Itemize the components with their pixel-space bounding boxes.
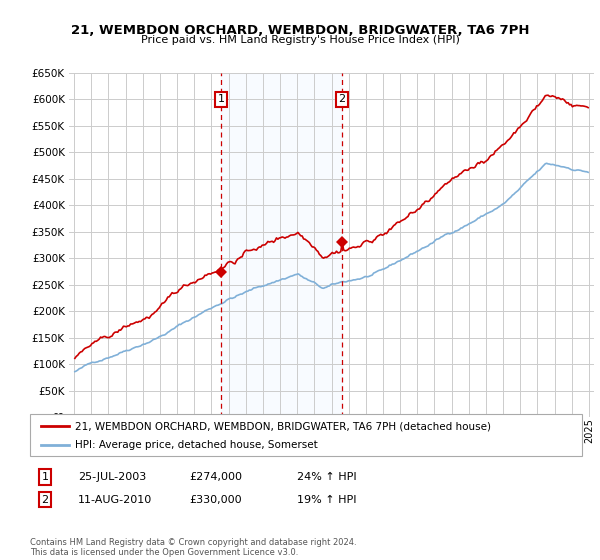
Text: 24% ↑ HPI: 24% ↑ HPI [297,472,356,482]
Text: 19% ↑ HPI: 19% ↑ HPI [297,494,356,505]
Text: HPI: Average price, detached house, Somerset: HPI: Average price, detached house, Some… [75,440,318,450]
Text: 25-JUL-2003: 25-JUL-2003 [78,472,146,482]
Text: 1: 1 [41,472,49,482]
Text: £274,000: £274,000 [189,472,242,482]
Text: £330,000: £330,000 [189,494,242,505]
Text: Contains HM Land Registry data © Crown copyright and database right 2024.
This d: Contains HM Land Registry data © Crown c… [30,538,356,557]
Text: 21, WEMBDON ORCHARD, WEMBDON, BRIDGWATER, TA6 7PH (detached house): 21, WEMBDON ORCHARD, WEMBDON, BRIDGWATER… [75,421,491,431]
Text: 2: 2 [41,494,49,505]
Text: 11-AUG-2010: 11-AUG-2010 [78,494,152,505]
Text: 1: 1 [218,94,224,104]
Bar [221,73,342,417]
Text: 2: 2 [338,94,346,104]
Text: 21, WEMBDON ORCHARD, WEMBDON, BRIDGWATER, TA6 7PH: 21, WEMBDON ORCHARD, WEMBDON, BRIDGWATER… [71,24,529,36]
Text: Price paid vs. HM Land Registry's House Price Index (HPI): Price paid vs. HM Land Registry's House … [140,35,460,45]
